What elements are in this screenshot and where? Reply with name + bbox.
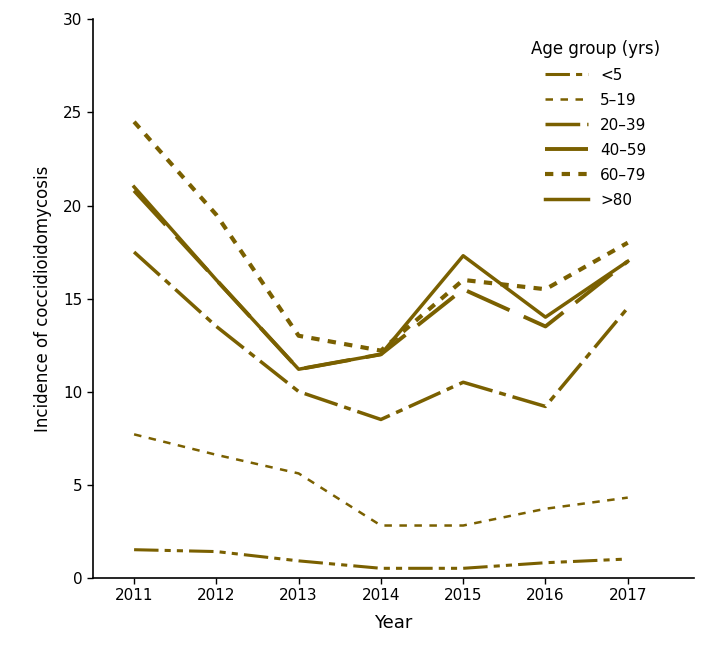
Y-axis label: Incidence of coccidioidomycosis: Incidence of coccidioidomycosis (34, 165, 52, 432)
X-axis label: Year: Year (374, 614, 413, 632)
Legend: <5, 5–19, 20–39, 40–59, 60–79, >80: <5, 5–19, 20–39, 40–59, 60–79, >80 (523, 32, 668, 216)
